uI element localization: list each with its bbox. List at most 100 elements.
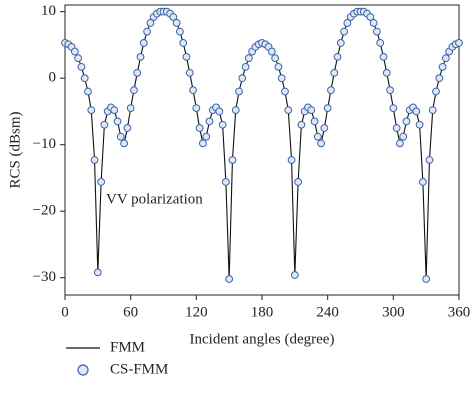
cs-fmm-marker: [80, 74, 89, 83]
cs-fmm-marker: [336, 39, 345, 47]
cs-fmm-marker: [281, 87, 289, 96]
cs-fmm-marker: [179, 39, 188, 47]
cs-fmm-marker: [432, 87, 440, 96]
cs-fmm-marker: [143, 27, 151, 36]
x-tick-label: 240: [316, 304, 339, 320]
cs-fmm-marker: [396, 139, 404, 148]
cs-fmm-marker: [441, 54, 450, 63]
cs-fmm-marker: [182, 52, 191, 61]
cs-fmm-marker: [330, 68, 339, 77]
cs-fmm-marker: [274, 62, 283, 71]
x-tick-label: 60: [123, 304, 138, 320]
cs-fmm-marker: [317, 139, 326, 148]
cs-fmm-marker: [235, 87, 243, 96]
cs-fmm-marker: [231, 106, 240, 114]
cs-fmm-marker: [297, 120, 306, 129]
cs-fmm-marker: [333, 52, 342, 61]
cs-fmm-marker: [402, 117, 411, 126]
cs-fmm-marker: [169, 13, 178, 21]
cs-fmm-marker: [139, 39, 148, 47]
cs-fmm-marker: [77, 62, 86, 71]
cs-fmm-marker: [87, 106, 96, 114]
cs-fmm-marker: [373, 27, 381, 36]
y-tick-label: 0: [49, 70, 57, 86]
cs-fmm-marker: [379, 52, 388, 61]
cs-fmm-marker: [327, 86, 335, 95]
cs-fmm-marker: [241, 62, 250, 71]
x-axis-label: Incident angles (degree): [190, 331, 335, 347]
legend-label: FMM: [110, 339, 145, 355]
cs-fmm-marker: [225, 275, 234, 283]
cs-fmm-marker: [418, 178, 427, 186]
cs-fmm-marker: [172, 19, 181, 27]
cs-fmm-marker: [399, 132, 408, 141]
cs-fmm-marker: [205, 117, 214, 126]
cs-fmm-marker: [323, 104, 332, 112]
cs-fmm-marker: [136, 52, 145, 61]
cs-fmm-marker: [215, 107, 224, 116]
cs-fmm-marker: [392, 124, 401, 132]
cs-fmm-marker: [438, 62, 447, 71]
y-tick-label: −30: [33, 269, 56, 285]
x-tick-label: 360: [448, 304, 471, 320]
y-tick-label: −10: [33, 136, 56, 152]
cs-fmm-marker: [422, 275, 431, 283]
cs-fmm-marker: [146, 19, 155, 27]
cs-fmm-marker: [287, 156, 296, 164]
x-tick-label: 180: [251, 304, 274, 320]
cs-fmm-marker: [199, 139, 207, 148]
cs-fmm-marker: [294, 178, 303, 186]
cs-fmm-marker: [74, 54, 83, 63]
cs-fmm-marker: [386, 86, 394, 95]
annotation: VV polarization: [106, 191, 203, 207]
cs-fmm-marker: [110, 106, 119, 114]
cs-fmm-marker: [428, 106, 437, 114]
cs-fmm-marker: [185, 68, 194, 77]
cs-fmm-marker: [369, 19, 378, 27]
y-tick-label: −20: [33, 203, 56, 219]
cs-fmm-marker: [455, 39, 463, 47]
cs-fmm-marker: [97, 178, 106, 186]
cs-fmm-marker: [435, 74, 444, 83]
cs-fmm-marker: [228, 156, 237, 164]
y-tick-label: 10: [41, 3, 56, 19]
cs-fmm-marker: [366, 13, 375, 21]
cs-fmm-marker: [126, 104, 135, 112]
legend-symbol: [77, 364, 89, 376]
cs-fmm-marker: [267, 47, 276, 56]
cs-fmm-marker: [271, 54, 280, 63]
cs-fmm-marker: [425, 156, 434, 164]
cs-fmm-marker: [389, 104, 398, 112]
legend-label: CS-FMM: [110, 361, 168, 377]
cs-fmm-marker: [130, 86, 138, 95]
cs-fmm-marker: [313, 132, 322, 141]
cs-fmm-marker: [192, 104, 201, 112]
cs-fmm-marker: [277, 74, 286, 83]
cs-fmm-marker: [113, 117, 122, 126]
cs-fmm-marker: [84, 87, 92, 96]
cs-fmm-marker: [176, 27, 184, 36]
x-tick-label: 300: [382, 304, 405, 320]
cs-fmm-marker: [376, 39, 385, 47]
cs-fmm-marker: [123, 124, 132, 132]
cs-fmm-marker: [310, 117, 319, 126]
cs-fmm-marker: [343, 19, 352, 27]
cs-fmm-marker: [100, 120, 109, 129]
x-tick-label: 120: [185, 304, 208, 320]
cs-fmm-marker: [189, 86, 197, 95]
cs-fmm-marker: [412, 107, 421, 116]
cs-fmm-marker: [382, 68, 391, 77]
y-axis-label: RCS (dBsm): [7, 111, 23, 188]
x-tick-label: 0: [61, 304, 69, 320]
cs-fmm-marker: [133, 68, 142, 77]
cs-fmm-marker: [340, 27, 348, 36]
cs-fmm-marker: [116, 132, 125, 141]
cs-fmm-marker: [307, 106, 316, 114]
cs-fmm-marker: [93, 268, 102, 277]
cs-fmm-marker: [320, 124, 329, 132]
cs-fmm-marker: [195, 124, 204, 132]
cs-fmm-marker: [284, 106, 293, 114]
cs-fmm-marker: [218, 120, 227, 129]
cs-fmm-marker: [290, 271, 299, 279]
